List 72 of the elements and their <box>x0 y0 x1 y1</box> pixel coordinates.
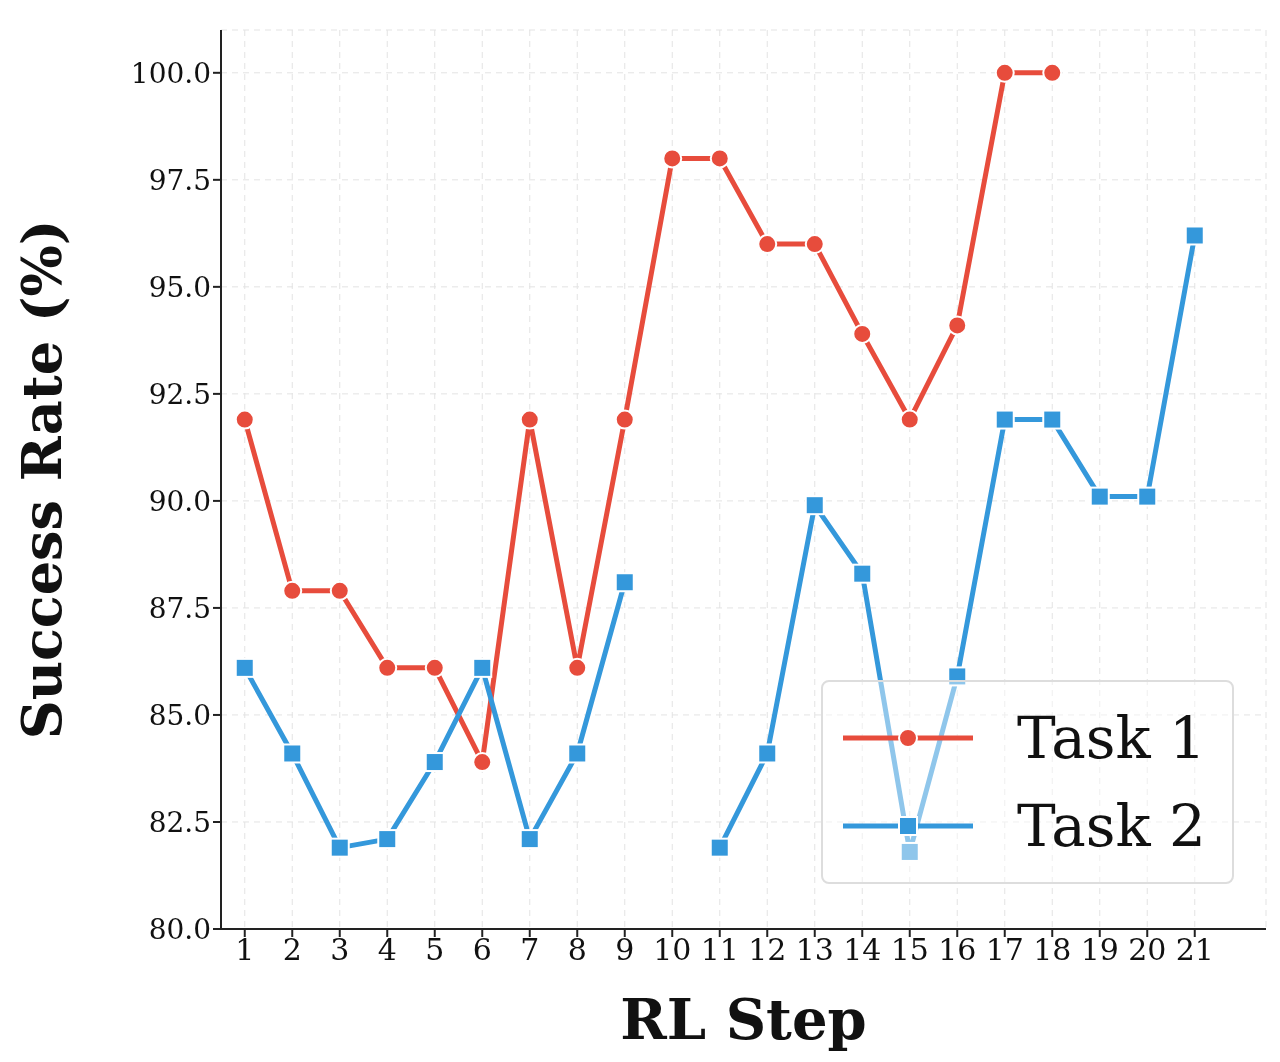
y-tick-label: 85.0 <box>148 698 211 732</box>
point <box>852 563 873 584</box>
point <box>377 829 398 850</box>
point <box>899 841 920 862</box>
x-tick-label: 17 <box>985 932 1024 968</box>
x-tick-label: 15 <box>890 932 929 968</box>
x-tick-label: 12 <box>748 932 787 968</box>
x-tick-label: 8 <box>567 932 587 968</box>
point <box>1042 409 1063 430</box>
point <box>899 409 920 430</box>
point <box>947 315 968 336</box>
x-tick-label: 4 <box>377 932 397 968</box>
x-tick-label: 9 <box>615 932 635 968</box>
x-tick-label: 2 <box>282 932 302 968</box>
point <box>424 657 445 678</box>
point <box>709 837 730 858</box>
y-tick-label: 82.5 <box>148 805 211 839</box>
point <box>614 409 635 430</box>
y-tick-label: 92.5 <box>148 377 211 411</box>
point <box>1089 486 1110 507</box>
point <box>947 666 968 687</box>
y-tick-label: 100.0 <box>130 56 211 90</box>
x-tick-label: 1 <box>235 932 255 968</box>
legend-label: Task 2 <box>1016 792 1206 860</box>
point <box>377 657 398 678</box>
y-axis-title: Success Rate (%) <box>10 219 75 740</box>
x-tick-label: 6 <box>472 932 492 968</box>
point <box>614 572 635 593</box>
point <box>757 234 778 255</box>
point <box>804 495 825 516</box>
point <box>804 234 825 255</box>
point <box>472 752 493 773</box>
x-axis-title: RL Step <box>620 986 867 1052</box>
point <box>567 743 588 764</box>
point <box>329 580 350 601</box>
x-tick-label: 20 <box>1128 932 1167 968</box>
y-tick-label: 95.0 <box>148 270 211 304</box>
legend-label: Task 1 <box>1016 704 1206 772</box>
x-tick-label: 14 <box>843 932 882 968</box>
point <box>329 837 350 858</box>
point <box>1184 225 1205 246</box>
point <box>567 657 588 678</box>
point <box>472 657 493 678</box>
point <box>852 323 873 344</box>
point <box>757 743 778 764</box>
point <box>234 657 255 678</box>
y-tick-label: 80.0 <box>148 912 211 946</box>
x-tick-label: 7 <box>520 932 540 968</box>
x-tick-label: 18 <box>1033 932 1072 968</box>
point <box>519 409 540 430</box>
x-tick-label: 13 <box>795 932 834 968</box>
point <box>709 148 730 169</box>
point <box>662 148 683 169</box>
y-tick-label: 90.0 <box>148 484 211 518</box>
point <box>519 829 540 850</box>
point <box>1137 486 1158 507</box>
point <box>234 409 255 430</box>
point <box>282 743 303 764</box>
x-tick-label: 5 <box>425 932 445 968</box>
x-tick-label: 19 <box>1080 932 1119 968</box>
x-tick-label: 21 <box>1175 932 1214 968</box>
point <box>424 752 445 773</box>
y-tick-label: 87.5 <box>148 591 211 625</box>
x-tick-label: 10 <box>653 932 692 968</box>
x-tick-label: 11 <box>700 932 739 968</box>
point <box>1042 62 1063 83</box>
y-tick-label: 97.5 <box>148 163 211 197</box>
point <box>994 409 1015 430</box>
x-tick-label: 3 <box>330 932 350 968</box>
point <box>282 580 303 601</box>
x-tick-label: 16 <box>938 932 977 968</box>
point <box>994 62 1015 83</box>
